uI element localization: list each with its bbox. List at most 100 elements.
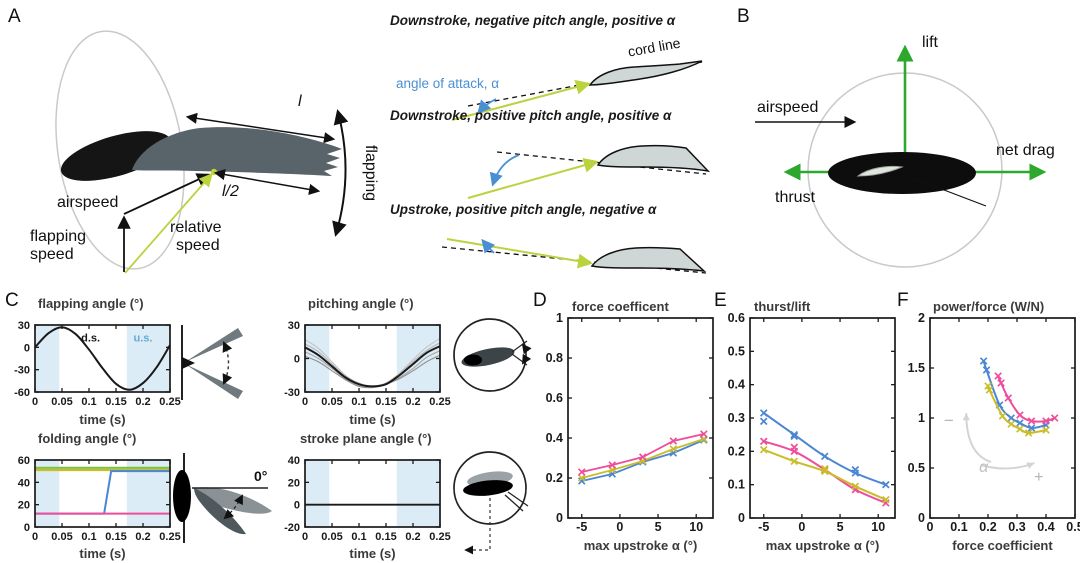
y-tick-label: 0.2 bbox=[546, 471, 563, 485]
y-tick-label: 60 bbox=[18, 455, 30, 467]
x-tick-label: 0.05 bbox=[321, 531, 342, 543]
wing-down bbox=[185, 364, 243, 399]
x-marker bbox=[1042, 426, 1050, 434]
x-tick-label: 0 bbox=[32, 396, 38, 408]
series-line-blue bbox=[763, 412, 887, 486]
aoa-arc-2 bbox=[489, 154, 520, 187]
aoa-arc-3 bbox=[481, 238, 496, 254]
x-marker bbox=[998, 412, 1007, 420]
x-tick-label: 0.2 bbox=[405, 531, 420, 543]
airfoil-cross-section bbox=[856, 165, 904, 177]
y-tick-label: 1.5 bbox=[908, 361, 925, 375]
axes-box bbox=[34, 324, 171, 393]
x-tick-label: 0.1 bbox=[351, 396, 366, 408]
y-tick-label: 0 bbox=[556, 511, 563, 525]
y-tick-label: 0.4 bbox=[546, 431, 563, 445]
y-tick-label: 20 bbox=[288, 477, 300, 489]
y-tick-label: -60 bbox=[14, 387, 30, 399]
flap-direction-arrow bbox=[222, 341, 233, 385]
x-marker bbox=[790, 432, 799, 441]
airspeed-label: airspeed bbox=[57, 194, 118, 211]
chart-annotation: + bbox=[1034, 469, 1043, 486]
y-tick-label: 0.4 bbox=[728, 378, 745, 392]
airspeed-label-b: airspeed bbox=[757, 99, 818, 116]
x-tick-label: 0.2 bbox=[135, 531, 150, 543]
x-marker bbox=[1016, 411, 1024, 419]
airfoil-caption-2: Downstroke, positive pitch angle, positi… bbox=[390, 108, 672, 123]
x-marker bbox=[790, 430, 799, 439]
x-tick-label: 0.1 bbox=[81, 531, 96, 543]
chart-annotation: d.s. bbox=[81, 332, 100, 344]
y-tick-label: 0 bbox=[294, 500, 300, 512]
x-marker bbox=[1027, 424, 1036, 432]
flapping-wings-icon bbox=[181, 325, 243, 400]
airfoil-caption-3: Upstroke, positive pitch angle, negative… bbox=[390, 202, 657, 217]
bird-body-side bbox=[463, 480, 513, 496]
zero-degree-label: 0° bbox=[254, 468, 267, 484]
x-marker bbox=[577, 474, 586, 482]
x-tick-label: 0.15 bbox=[105, 396, 126, 408]
bird-body bbox=[60, 131, 172, 181]
y-tick-label: 0.8 bbox=[546, 351, 563, 365]
x-tick-label: 0.4 bbox=[1037, 520, 1054, 534]
thrust-lift-chart: -5 0 5 10 0 0.1 0.2 0.3 0.4 0.5 0.6 bbox=[728, 311, 896, 534]
chart-annotation: − bbox=[944, 411, 954, 430]
y-tick-label: 30 bbox=[288, 320, 300, 332]
xlabel-stroke-plane: time (s) bbox=[349, 546, 396, 561]
pitch-direction-arrow bbox=[521, 343, 532, 365]
xlabel-force-coefficient: max upstroke α (°) bbox=[583, 538, 698, 553]
annotation-arrowhead bbox=[1026, 462, 1035, 469]
relative-speed-label-1: relative bbox=[170, 219, 222, 236]
y-tick-label: 0.6 bbox=[728, 311, 745, 325]
panel-b-force-diagram: airspeed lift net drag thrust bbox=[755, 34, 1055, 268]
flapping-axis-label: flapping bbox=[362, 145, 379, 201]
y-tick-label: 1 bbox=[918, 411, 925, 425]
x-marker bbox=[669, 445, 678, 453]
relative-velocity-arrow-1 bbox=[451, 79, 591, 121]
chart-title-power-force: power/force (W/N) bbox=[933, 299, 1045, 314]
x-marker bbox=[820, 452, 829, 461]
y-tick-label: 0.1 bbox=[728, 478, 745, 492]
y-tick-label: 40 bbox=[18, 477, 30, 489]
x-marker bbox=[1004, 394, 1013, 402]
chart-title-folding: folding angle (°) bbox=[38, 431, 137, 446]
y-tick-label: 0.3 bbox=[728, 411, 745, 425]
series-line-flapping angle bbox=[34, 326, 171, 391]
cord-line-label: cord line bbox=[627, 35, 682, 60]
x-marker bbox=[669, 437, 678, 445]
series-line-variant 4 bbox=[304, 354, 441, 389]
series-line-pitching angle bbox=[304, 345, 441, 388]
x-marker bbox=[851, 465, 860, 474]
x-tick-label: -5 bbox=[576, 520, 587, 534]
y-tick-label: 30 bbox=[18, 320, 30, 332]
chart-title-flapping: flapping angle (°) bbox=[38, 296, 144, 311]
shaded-region bbox=[35, 325, 60, 392]
xlabel-flapping: time (s) bbox=[79, 412, 126, 427]
x-tick-label: -5 bbox=[758, 520, 769, 534]
aoa-arc-1 bbox=[477, 98, 497, 115]
wing-root-point bbox=[210, 168, 218, 176]
shaded-region bbox=[396, 460, 440, 527]
x-tick-label: 0 bbox=[32, 531, 38, 543]
series-line-blue bbox=[982, 360, 1047, 430]
y-tick-label: 0.5 bbox=[728, 344, 745, 358]
y-tick-label: 0.2 bbox=[728, 444, 745, 458]
airspeed-arrow bbox=[123, 173, 211, 215]
panel-a-wing-diagram: l l/2 flapping airspeed flapping speed r… bbox=[30, 13, 711, 274]
x-marker bbox=[759, 445, 768, 454]
x-tick-label: 0.15 bbox=[105, 531, 126, 543]
x-marker bbox=[790, 443, 799, 452]
power-force-chart: 0 0.1 0.2 0.3 0.4 0.5 0 0.5 1 1.5 2 − α + bbox=[908, 311, 1080, 534]
x-tick-label: 0.1 bbox=[81, 396, 96, 408]
bird-body-half bbox=[173, 470, 191, 522]
x-tick-label: 5 bbox=[837, 520, 844, 534]
flapping-arc-arrow bbox=[332, 109, 349, 237]
y-tick-label: 20 bbox=[18, 500, 30, 512]
x-tick-label: 0.2 bbox=[979, 520, 996, 534]
panel-label-d: D bbox=[533, 290, 547, 311]
relative-velocity-arrow-3 bbox=[446, 238, 593, 269]
airfoil-1 bbox=[588, 60, 703, 86]
shaded-region bbox=[305, 460, 330, 527]
x-tick-label: 0.2 bbox=[405, 396, 420, 408]
